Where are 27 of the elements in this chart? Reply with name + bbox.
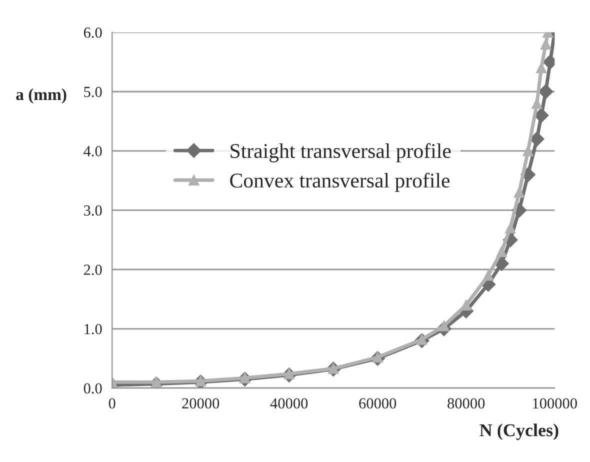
x-axis-title: N (Cycles)	[480, 424, 558, 440]
y-axis-title: a (mm)	[16, 88, 66, 104]
x-tick-label: 100000	[533, 398, 577, 409]
point	[482, 270, 494, 281]
legend-label: Straight transversal profile	[230, 143, 451, 162]
y-tick-label: 3.0	[84, 205, 102, 216]
point	[496, 246, 507, 258]
y-tick-label: 1.0	[84, 324, 102, 334]
y-tick-label: 6.0	[84, 27, 102, 38]
point	[514, 187, 525, 198]
point	[522, 146, 534, 156]
x-tick-label: 80000	[448, 398, 485, 409]
point	[540, 38, 552, 50]
y-tick-label: 5.0	[84, 86, 102, 98]
x-tick-label: 40000	[270, 398, 308, 409]
x-tick-label: 20000	[182, 398, 220, 409]
point	[538, 84, 554, 100]
x-tick-label: 60000	[359, 398, 396, 409]
y-tick-label: 2.0	[84, 264, 102, 276]
point	[504, 222, 516, 234]
point	[536, 62, 547, 74]
x-tick-label: 0	[108, 398, 116, 409]
y-tick-label: 0.0	[84, 383, 102, 394]
y-tick-label: 4.0	[84, 146, 102, 156]
point	[530, 132, 544, 146]
point	[532, 98, 542, 109]
legend-label: Convex transversal profile	[230, 172, 450, 192]
